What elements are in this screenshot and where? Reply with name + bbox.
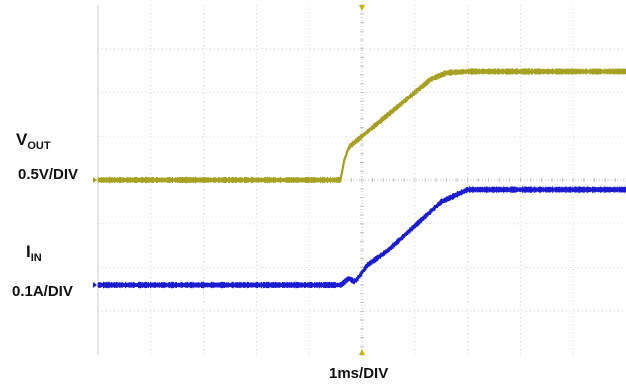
- vout-label-sub: OUT: [27, 140, 51, 152]
- vout-label: VOUT: [16, 131, 51, 152]
- ground-marker-vout: [93, 177, 97, 183]
- trigger-marker-top: [359, 5, 365, 11]
- trace-vout: [98, 70, 626, 182]
- iin-scale-label: 0.1A/DIV: [12, 283, 73, 300]
- plot-markers: [93, 5, 365, 355]
- plot-traces: [97, 68, 626, 289]
- iin-label-sub: IN: [30, 252, 42, 264]
- vout-label-main: V: [16, 130, 28, 149]
- vout-scale-label: 0.5V/DIV: [18, 166, 79, 183]
- trigger-marker-bottom: [359, 349, 365, 355]
- iin-label: IIN: [26, 243, 42, 264]
- trace-iin: [98, 188, 626, 287]
- ground-marker-iin: [93, 282, 97, 288]
- iin-label-main: I: [26, 242, 31, 261]
- x-scale-label: 1ms/DIV: [329, 365, 389, 382]
